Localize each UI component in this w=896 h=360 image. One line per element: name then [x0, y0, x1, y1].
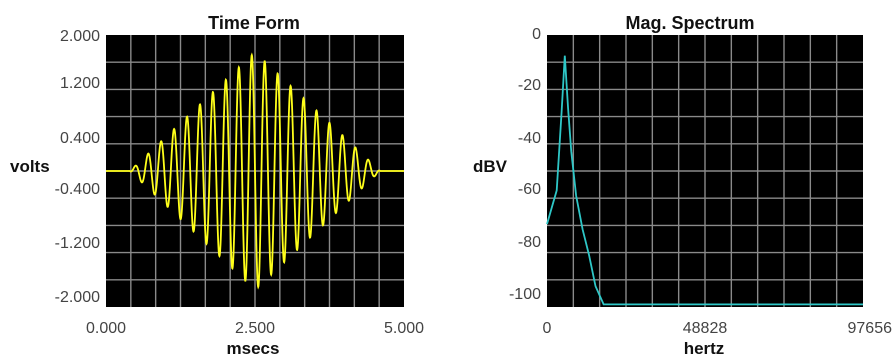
x-tick-label: 0.000: [86, 320, 126, 337]
mag-spectrum-x-axis-label: hertz: [684, 339, 725, 358]
mag-spectrum-grid: [547, 35, 863, 307]
mag-spectrum-title: Mag. Spectrum: [625, 13, 754, 33]
y-tick-label: 1.200: [60, 75, 100, 92]
time-form-y-ticks: 2.000 1.200 0.400 -0.400 -1.200 -2.000: [55, 28, 100, 306]
y-tick-label: -60: [518, 181, 541, 198]
y-tick-label: -80: [518, 234, 541, 251]
y-tick-label: 2.000: [60, 28, 100, 45]
y-tick-label: -1.200: [55, 235, 100, 252]
time-form-x-ticks: 0.000 2.500 5.000: [86, 320, 424, 337]
y-tick-label: -0.400: [55, 181, 100, 198]
y-tick-label: -100: [509, 286, 541, 303]
time-form-x-axis-label: msecs: [227, 339, 280, 358]
y-tick-label: -40: [518, 130, 541, 147]
mag-spectrum-x-ticks: 0 48828 97656: [543, 320, 893, 337]
y-tick-label: 0: [532, 26, 541, 43]
y-tick-label: -2.000: [55, 289, 100, 306]
y-tick-label: 0.400: [60, 130, 100, 147]
x-tick-label: 97656: [848, 320, 893, 337]
mag-spectrum-y-axis-label: dBV: [473, 157, 508, 176]
mag-spectrum-line: [546, 55, 863, 306]
y-tick-label: -20: [518, 77, 541, 94]
x-tick-label: 5.000: [384, 320, 424, 337]
x-tick-label: 48828: [683, 320, 728, 337]
time-form-y-axis-label: volts: [10, 157, 50, 176]
x-tick-label: 2.500: [235, 320, 275, 337]
time-form-chart: Time Form 2.000 1.200 0.400 -0.400 -1.200 -2.…: [10, 13, 424, 358]
x-tick-label: 0: [543, 320, 552, 337]
mag-spectrum-y-ticks: 0 -20 -40 -60 -80 -100: [509, 26, 541, 303]
time-form-title: Time Form: [208, 13, 300, 33]
mag-spectrum-chart: Mag. Spectrum 0 -20 -40 -60 -80 -100 0 48828 97…: [473, 13, 892, 358]
time-form-waveform: [106, 52, 404, 290]
